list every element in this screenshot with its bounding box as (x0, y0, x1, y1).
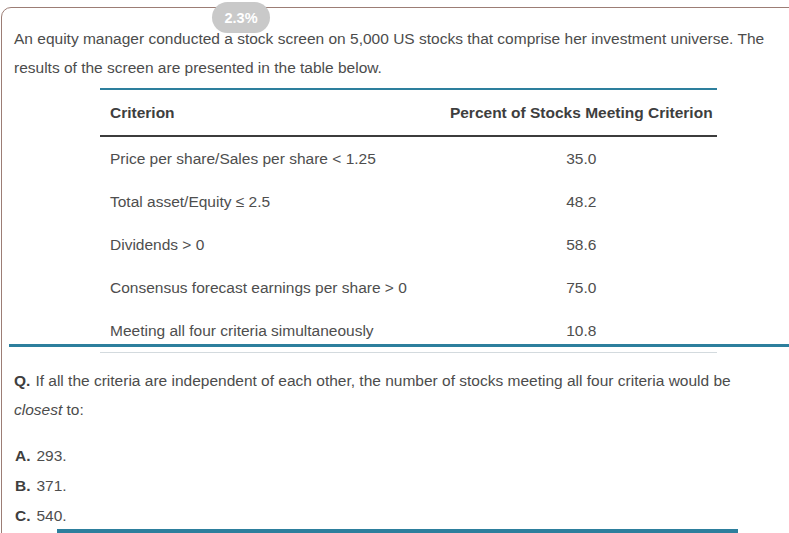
question-text: If all the criteria are independent of e… (35, 372, 730, 389)
percent-cell: 58.6 (446, 223, 717, 266)
option-a-letter: A. (15, 447, 31, 465)
option-a-text: 293. (37, 447, 67, 465)
criterion-cell: Price per share/Sales per share < 1.25 (100, 136, 446, 180)
screen-results-table: Criterion Percent of Stocks Meeting Crit… (100, 88, 717, 353)
table-row: Dividends > 0 58.6 (100, 223, 717, 266)
question-line-2: closest to: (14, 395, 731, 424)
table-row: Total asset/Equity ≤ 2.5 48.2 (100, 180, 717, 223)
criterion-cell: Dividends > 0 (100, 223, 446, 266)
percent-cell: 48.2 (446, 180, 717, 223)
option-b-letter: B. (15, 477, 31, 495)
option-c[interactable]: C. 540. (15, 501, 67, 531)
percent-cell: 75.0 (446, 266, 717, 309)
option-b[interactable]: B. 371. (15, 471, 67, 501)
criterion-cell: Total asset/Equity ≤ 2.5 (100, 180, 446, 223)
percent-cell: 35.0 (446, 136, 717, 180)
question-emphasis: closest (14, 401, 62, 418)
intro-line-1: An equity manager conducted a stock scre… (14, 24, 764, 53)
criterion-cell: Consensus forecast earnings per share > … (100, 266, 446, 309)
option-c-text: 540. (37, 507, 67, 525)
answer-options: A. 293. B. 371. C. 540. (15, 441, 67, 531)
option-c-letter: C. (15, 507, 31, 525)
intro-line-2: results of the screen are presented in t… (14, 53, 764, 82)
next-section-top-border (57, 529, 738, 533)
header-percent: Percent of Stocks Meeting Criterion (446, 89, 717, 136)
header-criterion: Criterion (100, 89, 446, 136)
option-b-text: 371. (37, 477, 67, 495)
question-label: Q. (14, 372, 30, 389)
score-percentage-badge: 2.3% (212, 2, 270, 33)
question-suffix: to: (62, 401, 84, 418)
question-section-divider (9, 344, 789, 347)
score-percentage-label: 2.3% (224, 10, 257, 26)
table-row: Price per share/Sales per share < 1.25 3… (100, 136, 717, 180)
option-a[interactable]: A. 293. (15, 441, 67, 471)
table-header-row: Criterion Percent of Stocks Meeting Crit… (100, 89, 717, 136)
table-row: Consensus forecast earnings per share > … (100, 266, 717, 309)
question-intro: An equity manager conducted a stock scre… (14, 24, 764, 82)
question-line-1: Q. If all the criteria are independent of… (14, 366, 731, 395)
question-text-block: Q. If all the criteria are independent of… (14, 366, 731, 424)
